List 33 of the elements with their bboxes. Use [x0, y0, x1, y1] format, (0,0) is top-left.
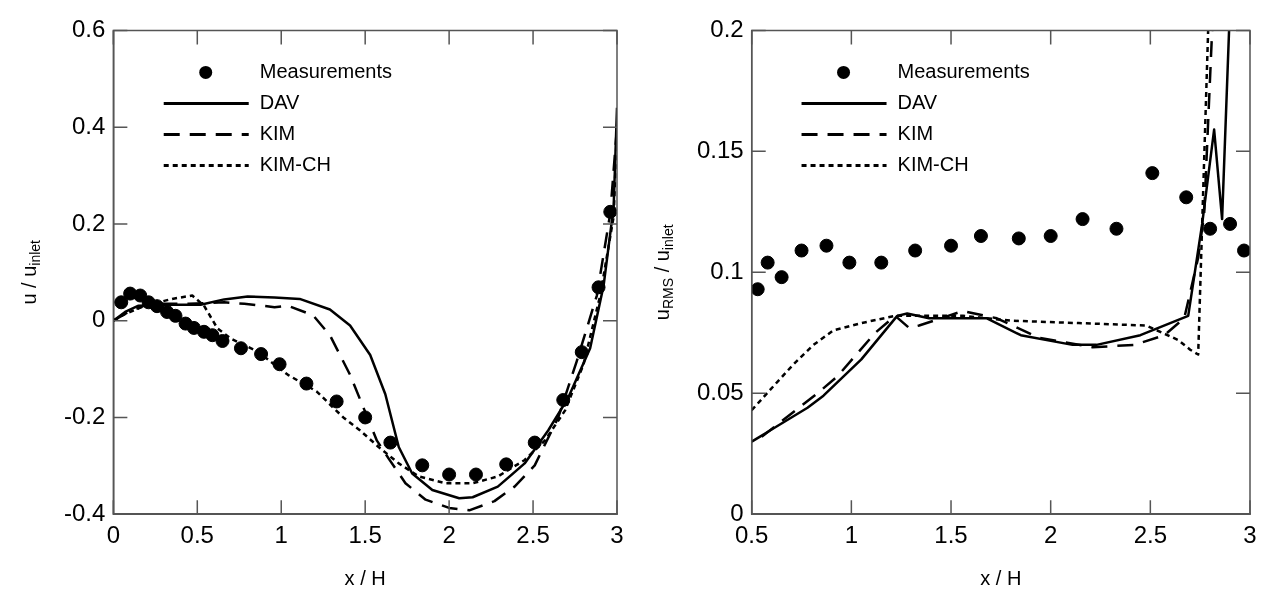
legend-label: Measurements [259, 59, 392, 82]
x-tick-label: 1 [274, 521, 288, 549]
x-tick-label: 2.5 [516, 521, 550, 549]
x-tick-label: 1.5 [934, 521, 968, 549]
legend-label: DAV [897, 90, 938, 113]
x-tick-label: 2.5 [1133, 521, 1168, 549]
y-tick-label: 0.4 [71, 111, 106, 139]
y-tick-label: 0.6 [71, 15, 106, 43]
x-tick-label: 3 [610, 521, 624, 549]
y-axis-title: uRMS / uinlet [650, 224, 676, 321]
x-tick-label: 0.5 [180, 521, 214, 549]
y-tick-label: -0.4 [64, 498, 106, 526]
y-tick-label: 0.1 [710, 256, 744, 284]
legend-label: Measurements [897, 59, 1030, 82]
legend-label: DAV [259, 90, 301, 113]
y-tick-label: -0.2 [64, 402, 106, 430]
x-tick-label: 1 [844, 521, 859, 549]
x-tick-label: 2 [442, 521, 456, 549]
legend-label: KIM-CH [259, 152, 331, 175]
legend-label: KIM [259, 121, 296, 144]
y-tick-label: 0.05 [696, 377, 744, 405]
x-axis-title: x / H [344, 566, 386, 589]
y-tick-label: 0.2 [710, 15, 744, 43]
x-tick-label: 2 [1044, 521, 1058, 549]
y-tick-label: 0 [92, 305, 106, 333]
legend-label: KIM [897, 121, 934, 144]
y-tick-label: 0.15 [696, 135, 744, 163]
x-tick-label: 1.5 [348, 521, 382, 549]
x-axis-title: x / H [980, 566, 1022, 589]
legend-label: KIM-CH [897, 152, 969, 175]
y-axis-title: u / uinlet [17, 239, 43, 305]
y-tick-label: 0.2 [71, 208, 106, 236]
x-tick-label: 3 [1243, 521, 1257, 549]
